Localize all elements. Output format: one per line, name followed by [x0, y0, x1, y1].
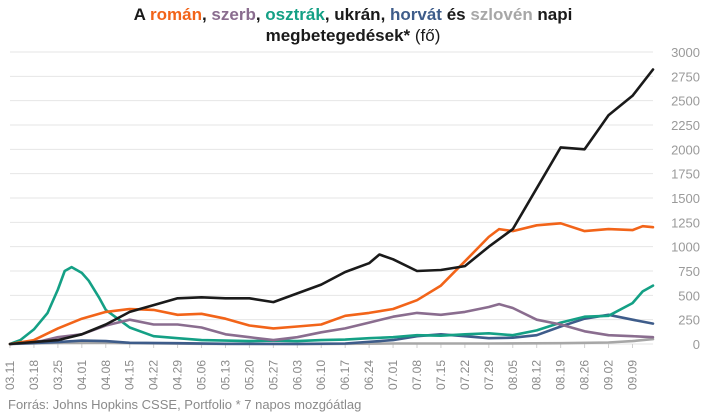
chart-title-segment: horvát: [390, 5, 442, 24]
chart-title-segment: , ukrán,: [324, 5, 391, 24]
x-tick-label: 05.27: [266, 360, 280, 390]
y-tick-label: 2000: [671, 142, 700, 157]
x-tick-label: 07.15: [434, 360, 448, 390]
x-tick-label: 07.08: [410, 360, 424, 390]
chart-title-segment: és: [441, 5, 471, 24]
series-line-román: [8, 222, 655, 346]
x-tick-label: 04.08: [99, 360, 113, 390]
chart-title-segment: ,: [201, 5, 212, 24]
y-tick-label: 1500: [671, 191, 700, 206]
y-tick-label: 3000: [671, 45, 700, 60]
y-tick-label: 750: [678, 264, 700, 279]
chart-title-unit: (fő): [410, 26, 441, 45]
chart-title-segment: ,: [255, 5, 266, 24]
y-tick-label: 2750: [671, 69, 700, 84]
chart-title-segment: szlovén: [470, 5, 533, 24]
x-tick-label: 08.05: [506, 360, 520, 390]
x-tick-label: 04.01: [75, 360, 89, 390]
series-lines: [8, 68, 655, 346]
x-tick-label: 09.09: [625, 360, 639, 390]
x-tick-label: 08.26: [578, 360, 592, 390]
y-tick-label: 2500: [671, 94, 700, 109]
y-tick-label: 250: [678, 313, 700, 328]
x-tick-label: 03.25: [51, 360, 65, 390]
x-tick-label: 06.03: [290, 360, 304, 390]
x-tick-label: 06.17: [338, 360, 352, 390]
x-tick-label: 07.29: [482, 360, 496, 390]
chart-title-segment: napi: [532, 5, 573, 24]
x-tick-label: 06.24: [362, 360, 376, 390]
x-axis-ticks: 03.11 03.18 03.25 04.01 04.08 04.15 04.22 04.29…: [3, 344, 639, 390]
series-line-szerb: [8, 302, 655, 346]
x-tick-label: 07.01: [386, 360, 400, 390]
x-tick-label: 03.18: [27, 360, 41, 390]
x-tick-label: 08.19: [554, 360, 568, 390]
x-tick-label: 08.12: [530, 360, 544, 390]
gridlines: [10, 51, 653, 345]
y-tick-label: 0: [693, 337, 700, 352]
chart-title-segment: szerb: [211, 5, 256, 24]
y-axis-ticks: 0 250 500 750 1000 1250 1500 1750 2000 2250 2500 27…: [671, 45, 700, 352]
x-tick-label: 09.02: [602, 360, 616, 390]
source-note: Forrás: Johns Hopkins CSSE, Portfolio * …: [8, 397, 362, 412]
y-tick-label: 1000: [671, 240, 700, 255]
x-tick-label: 04.29: [171, 360, 185, 390]
y-tick-label: 500: [678, 288, 700, 303]
chart-title-segment: A: [133, 5, 150, 24]
x-tick-label: 05.13: [218, 360, 232, 390]
chart-title-bold: megbetegedések*: [265, 26, 411, 45]
y-tick-label: 2250: [671, 118, 700, 133]
x-tick-label: 04.15: [123, 360, 137, 390]
x-tick-label: 03.11: [3, 361, 17, 390]
x-tick-label: 07.22: [458, 360, 472, 390]
chart-title-line-2: megbetegedések* (fő): [0, 25, 706, 46]
y-tick-label: 1750: [671, 167, 700, 182]
series-line-ukrán: [8, 68, 655, 346]
chart-title-segment: román: [150, 5, 202, 24]
chart-title-segment: osztrák: [265, 5, 325, 24]
x-tick-label: 04.22: [147, 360, 161, 390]
chart-title-line-1: A román, szerb, osztrák, ukrán, horvát é…: [0, 4, 706, 25]
y-tick-label: 1250: [671, 215, 700, 230]
x-tick-label: 05.06: [195, 360, 209, 390]
series-line-szlovén: [8, 337, 655, 346]
chart-title: A román, szerb, osztrák, ukrán, horvát é…: [0, 4, 706, 46]
x-tick-label: 06.10: [314, 360, 328, 390]
x-tick-label: 05.20: [242, 360, 256, 390]
